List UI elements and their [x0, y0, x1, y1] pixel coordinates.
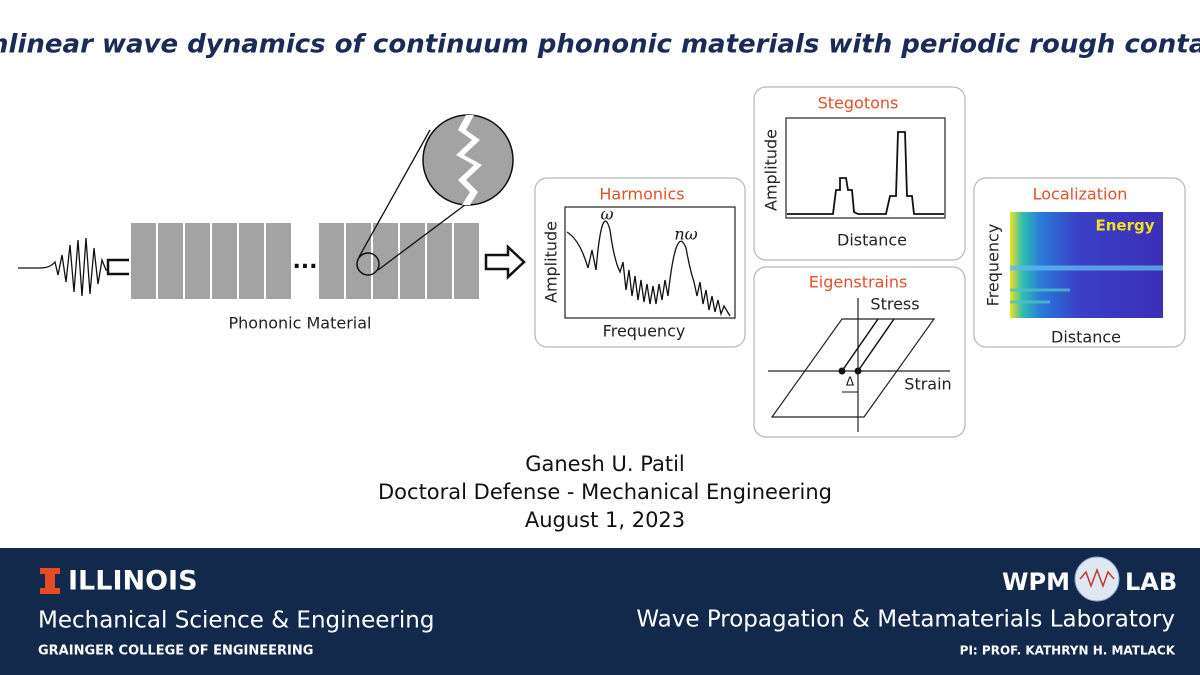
branch	[857, 318, 895, 372]
hysteresis	[770, 318, 936, 418]
illinois-logo	[40, 568, 60, 594]
branch	[841, 318, 879, 372]
delta-label: Δ	[846, 375, 855, 389]
zoom-line	[358, 129, 431, 258]
plot-frame	[785, 117, 946, 219]
arrow	[484, 244, 526, 280]
material-blocks	[129, 221, 481, 301]
presenter-event: Doctoral Defense - Mechanical Engineerin…	[378, 480, 832, 504]
university: ILLINOIS	[68, 566, 198, 597]
panel	[753, 86, 966, 261]
panel-title: Stegotons	[818, 94, 899, 113]
lab-logo	[1074, 556, 1120, 602]
material-label: Phononic Material	[229, 314, 372, 333]
harmonics-curve	[566, 220, 731, 317]
presenter-name: Ganesh U. Patil	[525, 452, 685, 476]
y-label: Stress	[870, 295, 919, 314]
heatmap	[1010, 212, 1163, 318]
ellipsis: ...	[292, 249, 317, 274]
legend-label: Energy	[1095, 217, 1154, 235]
x-label: Frequency	[603, 322, 686, 341]
peak-label: ω	[600, 205, 613, 224]
footer	[0, 548, 1200, 675]
point	[838, 367, 846, 375]
panel-title: Harmonics	[599, 185, 684, 204]
x-label: Distance	[837, 231, 907, 250]
heatmap-band	[1010, 288, 1070, 304]
y-label: Amplitude	[542, 221, 561, 303]
input-wave	[18, 237, 113, 297]
slide-title: Nonlinear wave dynamics of continuum pho…	[0, 30, 1200, 60]
lab-name: Wave Propagation & Metamaterials Laborat…	[636, 607, 1175, 633]
panel	[534, 177, 746, 348]
peak-label: nω	[674, 225, 697, 244]
panel-title: Localization	[1033, 185, 1128, 204]
rough-contact	[456, 115, 482, 205]
college: GRAINGER COLLEGE OF ENGINEERING	[38, 644, 313, 659]
department: Mechanical Science & Engineering	[38, 608, 434, 634]
lab-left: WPM	[1002, 568, 1070, 596]
presenter-date: August 1, 2023	[525, 508, 685, 532]
plot-frame	[564, 206, 736, 319]
stegoton-curve	[787, 131, 944, 215]
zoom-spot	[356, 252, 380, 276]
panel	[753, 266, 966, 438]
pi: PI: PROF. KATHRYN H. MATLACK	[960, 644, 1176, 658]
x-label: Distance	[1051, 328, 1121, 347]
y-label: Frequency	[984, 224, 1003, 307]
lab-right: LAB	[1125, 568, 1177, 596]
panel-title: Eigenstrains	[809, 273, 908, 292]
lab-logo-wave	[1079, 567, 1115, 589]
x-label: Strain	[904, 375, 951, 394]
y-label: Amplitude	[762, 129, 781, 211]
point	[854, 367, 862, 375]
